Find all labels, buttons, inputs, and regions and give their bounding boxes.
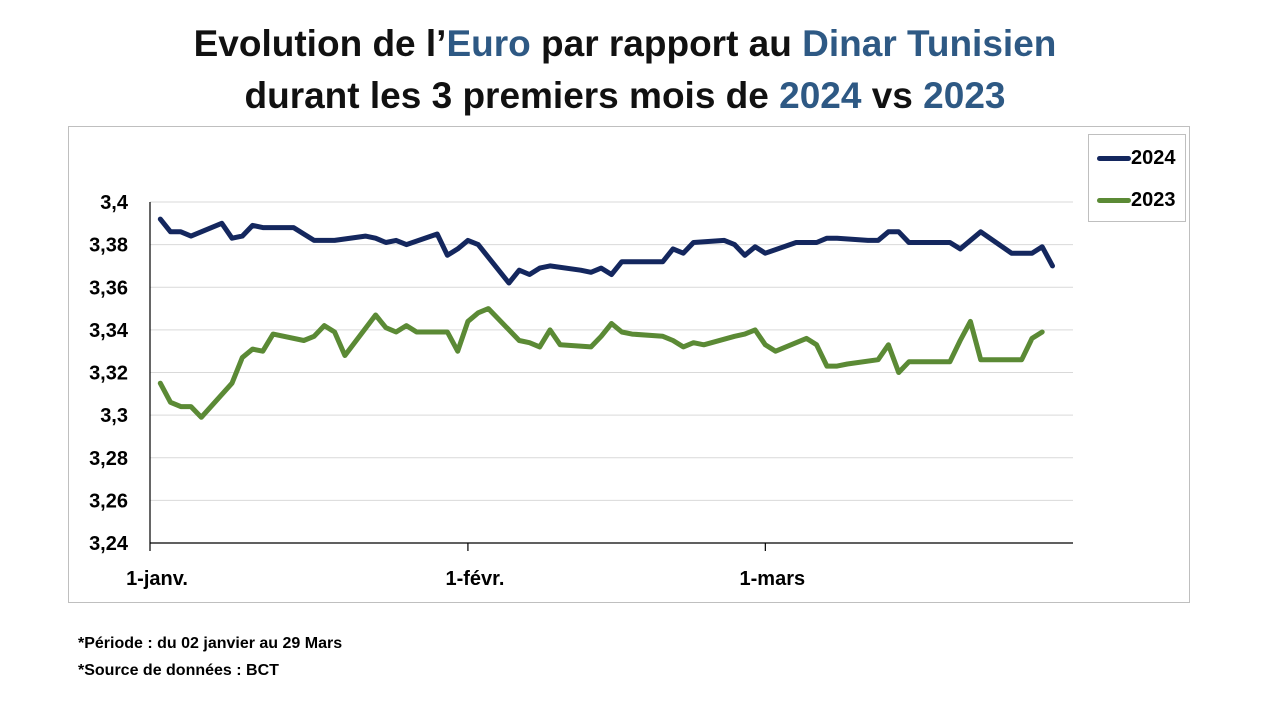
title-line-1: Evolution de l’Euro par rapport au Dinar… <box>0 18 1250 70</box>
series-line-2023 <box>157 306 1045 420</box>
y-tick-label: 3,3 <box>100 405 128 427</box>
y-tick-label: 3,34 <box>89 320 129 342</box>
x-tick-label: 1-mars <box>740 568 806 590</box>
footnotes: *Période : du 02 janvier au 29 Mars *Sou… <box>78 630 342 684</box>
footnote-periode: *Période : du 02 janvier au 29 Mars <box>78 635 343 652</box>
legend-swatch-2024 <box>1097 155 1131 161</box>
title-line2-part: durant les 3 premiers mois de <box>244 75 780 116</box>
title-line1-part: Euro <box>446 23 531 64</box>
legend-swatch-2023 <box>1097 197 1131 203</box>
title-line1-part: Evolution de l’ <box>193 23 447 64</box>
y-tick-label: 3,38 <box>89 235 128 257</box>
y-tick-label: 3,32 <box>89 363 128 385</box>
series-line-2024 <box>157 216 1055 286</box>
title-line1-part: Dinar Tunisien <box>802 23 1057 64</box>
title-line2-part: vs <box>861 75 924 116</box>
title-line-2: durant les 3 premiers mois de 2024 vs 20… <box>0 70 1250 122</box>
legend-label-2024: 2024 <box>1131 146 1176 169</box>
x-tick-label: 1-févr. <box>445 568 504 590</box>
y-tick-label: 3,36 <box>89 277 128 299</box>
y-tick-label: 3,28 <box>89 448 128 470</box>
y-tick-label: 3,24 <box>89 533 129 555</box>
y-tick-label: 3,4 <box>100 192 129 214</box>
legend-item-2023: 2023 <box>1097 185 1176 215</box>
chart-area <box>68 126 1190 603</box>
footnote-source: *Source de données : BCT <box>78 662 279 679</box>
title-line2-part: 2023 <box>923 75 1006 116</box>
x-tick-label: 1-janv. <box>126 568 188 590</box>
legend-item-2024: 2024 <box>1097 143 1176 173</box>
chart-title: Evolution de l’Euro par rapport au Dinar… <box>0 18 1250 122</box>
legend-label-2023: 2023 <box>1131 188 1176 211</box>
title-line2-part: 2024 <box>779 75 862 116</box>
y-tick-label: 3,26 <box>89 490 128 512</box>
legend: 2024 2023 <box>1088 134 1186 222</box>
title-line1-part: par rapport au <box>530 23 803 64</box>
